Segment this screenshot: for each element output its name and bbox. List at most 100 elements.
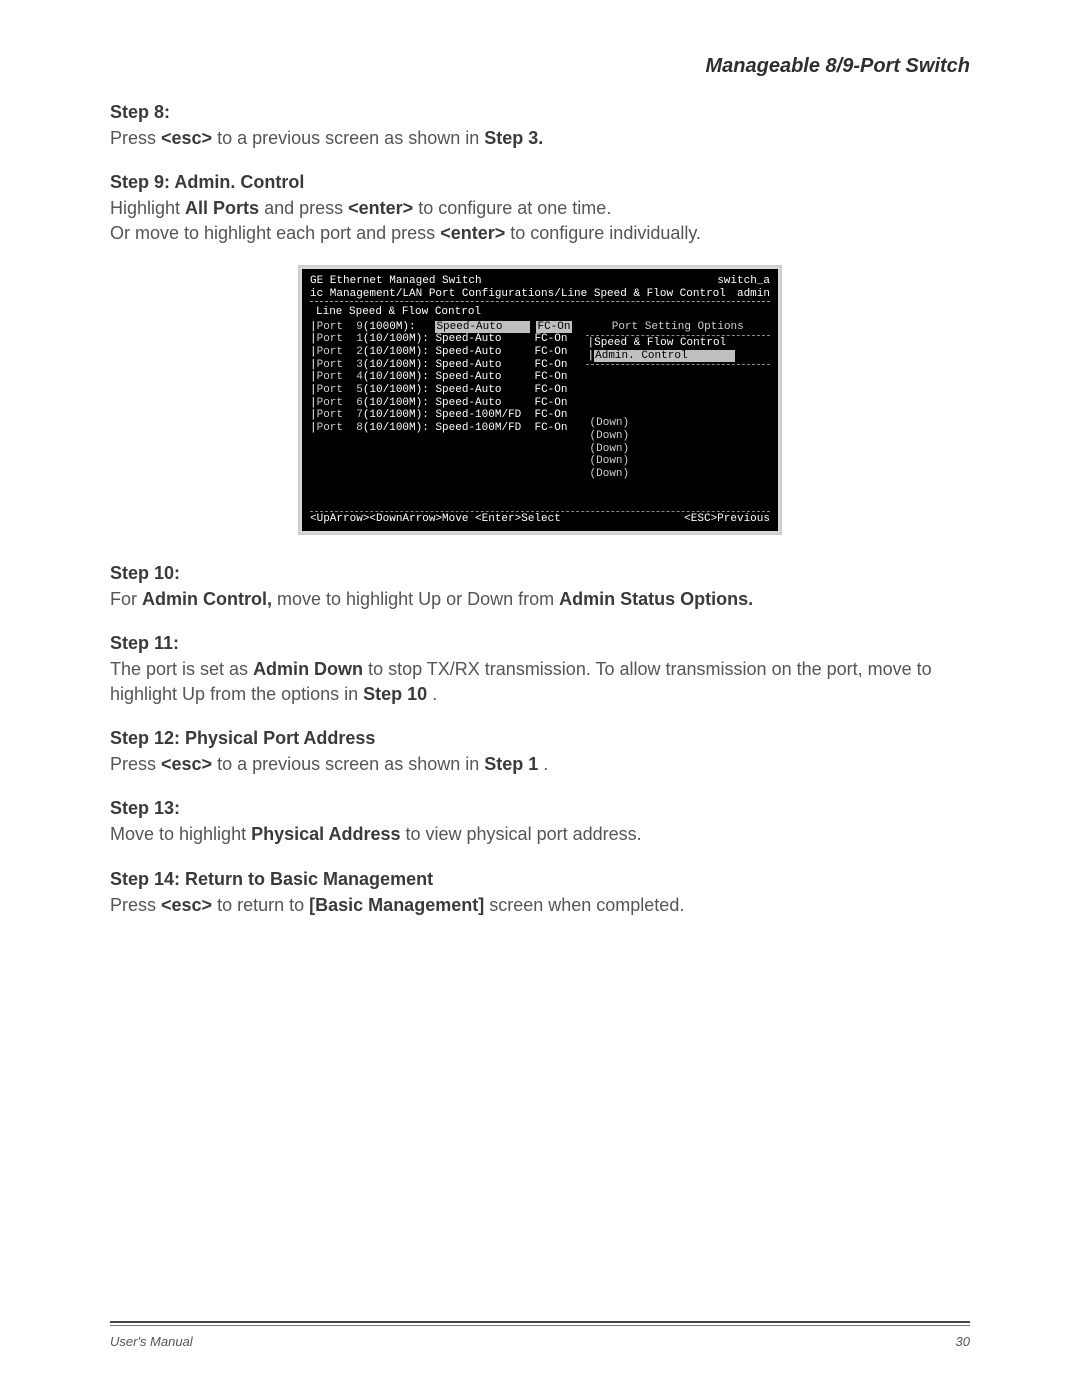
port-type: (10/100M):: [363, 409, 436, 421]
port-status: (Down): [590, 430, 770, 443]
text: The port is set as: [110, 659, 253, 679]
port-status: [590, 367, 770, 380]
port-speed: Speed-Auto: [435, 333, 527, 345]
step-11-body: The port is set as Admin Down to stop TX…: [110, 657, 970, 706]
port-type: (10/100M):: [363, 346, 436, 358]
key-esc: <esc>: [161, 128, 212, 148]
port-status: [590, 392, 770, 405]
terminal-user: admin: [737, 288, 770, 301]
step-13-heading: Step 13:: [110, 798, 970, 819]
step-8: Step 8: Press <esc> to a previous screen…: [110, 102, 970, 150]
step-11: Step 11: The port is set as Admin Down t…: [110, 633, 970, 706]
step-12-body: Press <esc> to a previous screen as show…: [110, 752, 970, 776]
text: Or move to highlight each port and press: [110, 223, 440, 243]
footer-hint-esc: <ESC>Previous: [684, 513, 770, 526]
port-fc: FC-On: [534, 397, 567, 409]
options-title: Port Setting Options: [586, 321, 770, 334]
step-13: Step 13: Move to highlight Physical Addr…: [110, 798, 970, 846]
text: Highlight: [110, 198, 185, 218]
text: Press: [110, 895, 161, 915]
port-status: (Down): [590, 417, 770, 430]
port-fc: FC-On: [534, 359, 567, 371]
text: to return to: [217, 895, 309, 915]
step-12-heading: Step 12: Physical Port Address: [110, 728, 970, 749]
step-8-heading: Step 8:: [110, 102, 970, 123]
terminal-footer: <UpArrow><DownArrow>Move <Enter>Select <…: [310, 511, 770, 526]
text: to configure individually.: [510, 223, 701, 243]
key-esc: <esc>: [161, 895, 212, 915]
ref-step: Step 3.: [484, 128, 543, 148]
port-fc: FC-On: [534, 384, 567, 396]
port-fc: FC-On: [534, 333, 567, 345]
port-status: [590, 405, 770, 418]
ref-step: Step 1: [484, 754, 538, 774]
header-title: Manageable 8/9-Port Switch: [110, 55, 970, 78]
step-9: Step 9: Admin. Control Highlight All Por…: [110, 172, 970, 245]
option-item: |Speed & Flow Control: [588, 337, 768, 350]
key-esc: <esc>: [161, 754, 212, 774]
port-type: (10/100M):: [363, 422, 436, 434]
footer-hint-move: <UpArrow><DownArrow>Move <Enter>Select: [310, 513, 561, 526]
port-speed: Speed-Auto: [435, 371, 527, 383]
step-9-heading: Step 9: Admin. Control: [110, 172, 970, 193]
text: to configure at one time.: [418, 198, 611, 218]
port-name: Port 5: [317, 384, 363, 396]
text: screen when completed.: [489, 895, 684, 915]
terminal-section-title: Line Speed & Flow Control: [316, 306, 770, 319]
port-list: |Port 9(1000M): Speed-Auto FC-On|Port 1(…: [310, 321, 582, 481]
terminal-main: |Port 9(1000M): Speed-Auto FC-On|Port 1(…: [310, 321, 770, 481]
port-status: [590, 379, 770, 392]
page-footer: User's Manual 30: [110, 1321, 970, 1349]
text: Press: [110, 128, 161, 148]
text: .: [432, 684, 437, 704]
terminal-title: GE Ethernet Managed Switch: [310, 275, 482, 288]
step-12: Step 12: Physical Port Address Press <es…: [110, 728, 970, 776]
step-8-body: Press <esc> to a previous screen as show…: [110, 126, 970, 150]
port-type: (10/100M):: [363, 384, 436, 396]
text: For: [110, 589, 142, 609]
port-type: (10/100M):: [363, 359, 436, 371]
bold: Physical Address: [251, 824, 400, 844]
bold: Admin Control,: [142, 589, 272, 609]
step-14: Step 14: Return to Basic Management Pres…: [110, 869, 970, 917]
terminal-figure: GE Ethernet Managed Switch switch_a ic M…: [110, 267, 970, 533]
step-14-heading: Step 14: Return to Basic Management: [110, 869, 970, 890]
text: and press: [264, 198, 348, 218]
text: Move to highlight: [110, 824, 251, 844]
port-speed: Speed-100M/FD: [435, 409, 527, 421]
port-name: Port 8: [317, 422, 363, 434]
step-13-body: Move to highlight Physical Address to vi…: [110, 822, 970, 846]
options-panel: Port Setting Options |Speed & Flow Contr…: [582, 321, 770, 481]
text: Press: [110, 754, 161, 774]
terminal-hostname: switch_a: [717, 275, 770, 288]
option-label: Speed & Flow Control: [594, 337, 726, 349]
port-row: |Port 2(10/100M): Speed-Auto FC-On: [310, 346, 578, 359]
port-fc: FC-On: [536, 321, 571, 333]
footer-row: User's Manual 30: [110, 1334, 970, 1349]
text: to view physical port address.: [406, 824, 642, 844]
port-status: (Down): [590, 443, 770, 456]
port-type: (10/100M):: [363, 397, 436, 409]
port-speed: Speed-Auto: [435, 397, 527, 409]
terminal-screen: GE Ethernet Managed Switch switch_a ic M…: [300, 267, 780, 533]
bold: Admin Down: [253, 659, 363, 679]
footer-rule: [110, 1321, 970, 1323]
port-name: Port 2: [317, 346, 363, 358]
port-type: (10/100M):: [363, 371, 436, 383]
step-10: Step 10: For Admin Control, move to high…: [110, 563, 970, 611]
footer-rule: [110, 1325, 970, 1326]
port-row: |Port 7(10/100M): Speed-100M/FD FC-On: [310, 409, 578, 422]
text: move to highlight Up or Down from: [277, 589, 559, 609]
port-row: |Port 3(10/100M): Speed-Auto FC-On: [310, 359, 578, 372]
port-name: Port 3: [317, 359, 363, 371]
footer-left: User's Manual: [110, 1334, 193, 1349]
terminal-breadcrumb: ic Management/LAN Port Configurations/Li…: [310, 288, 726, 301]
step-11-heading: Step 11:: [110, 633, 970, 654]
step-10-heading: Step 10:: [110, 563, 970, 584]
port-speed: Speed-Auto: [435, 359, 527, 371]
ref-screen: [Basic Management]: [309, 895, 484, 915]
option-item: |Admin. Control: [588, 350, 768, 363]
divider: [310, 301, 770, 302]
port-speed: Speed-Auto: [435, 346, 527, 358]
port-type: (10/100M):: [363, 333, 436, 345]
